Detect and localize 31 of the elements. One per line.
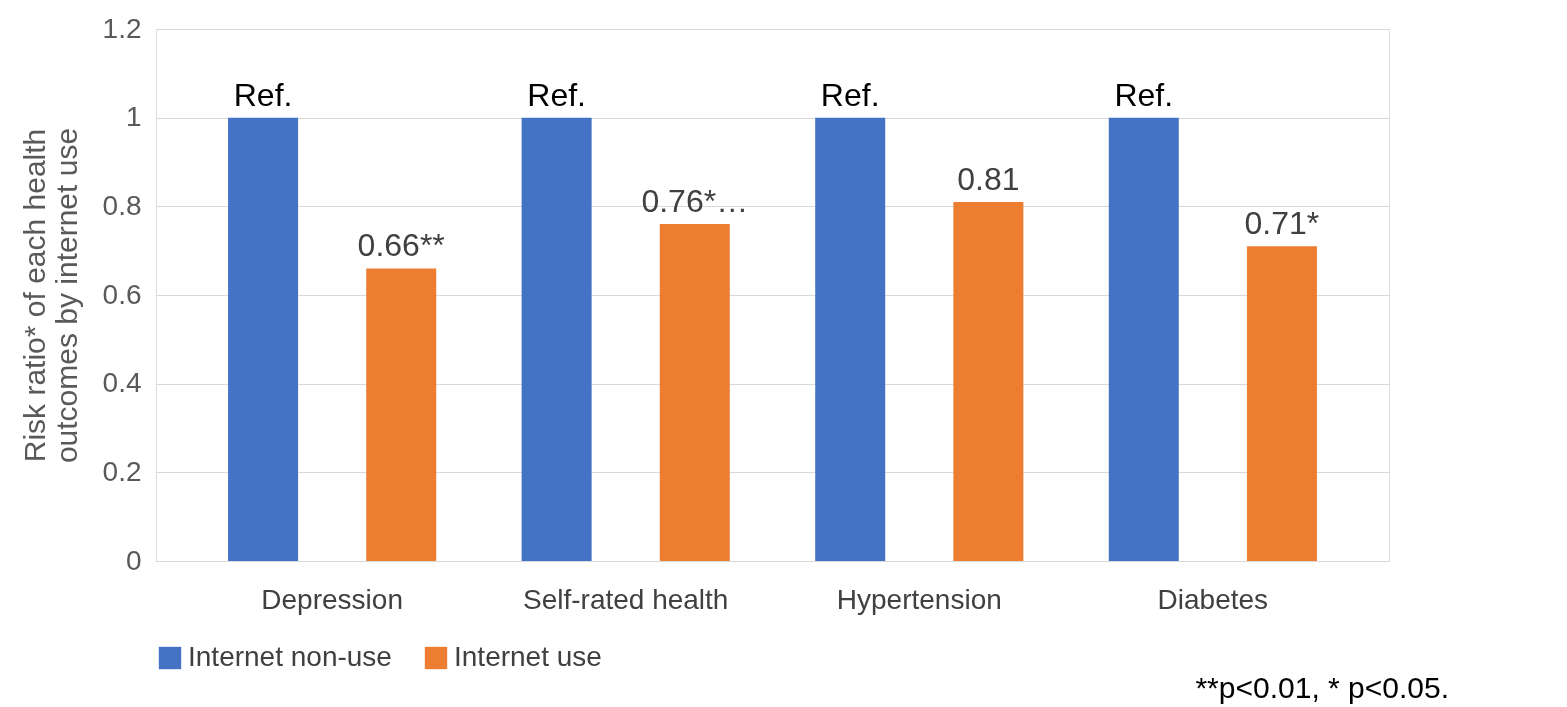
data-label: Ref. xyxy=(233,76,293,113)
bar xyxy=(953,201,1024,561)
y-tick-label: 0.4 xyxy=(102,367,142,399)
y-tick-label: 1.2 xyxy=(102,12,142,44)
bar xyxy=(659,224,730,561)
text: **p<0.01, * p<0.05. xyxy=(1195,671,1449,704)
x-tick-label: Self-rated health xyxy=(522,583,729,615)
data-label: Ref. xyxy=(1114,76,1174,113)
y-tick-label: 0 xyxy=(125,544,142,576)
x-tick-label: Depression xyxy=(261,583,403,615)
bar xyxy=(228,117,299,561)
bar xyxy=(1108,117,1179,561)
x-tick-label: Diabetes xyxy=(1157,583,1269,615)
data-label: Ref. xyxy=(527,76,586,113)
data-label: Ref. xyxy=(820,76,880,113)
y-axis-title: Risk ratio* of each health outcomes by internet use xyxy=(17,127,83,464)
bar xyxy=(521,117,592,561)
legend-label: Internet non-use xyxy=(188,641,392,672)
bar xyxy=(1246,246,1317,561)
data-label: 0.66** xyxy=(357,227,445,264)
y-tick-label: 0.2 xyxy=(102,455,142,487)
y-tick-label: 0.6 xyxy=(102,278,142,310)
y-tick-label: 0.8 xyxy=(102,189,142,221)
data-label: 0.71* xyxy=(1244,205,1320,242)
x-tick-label: Hypertension xyxy=(836,583,1002,615)
bar xyxy=(366,268,437,561)
y-tick-label: 1 xyxy=(125,101,142,133)
data-label: 0.76*… xyxy=(641,183,749,220)
legend-label: Internet use xyxy=(454,641,602,672)
bar xyxy=(815,117,886,561)
data-label: 0.81 xyxy=(957,160,1020,197)
